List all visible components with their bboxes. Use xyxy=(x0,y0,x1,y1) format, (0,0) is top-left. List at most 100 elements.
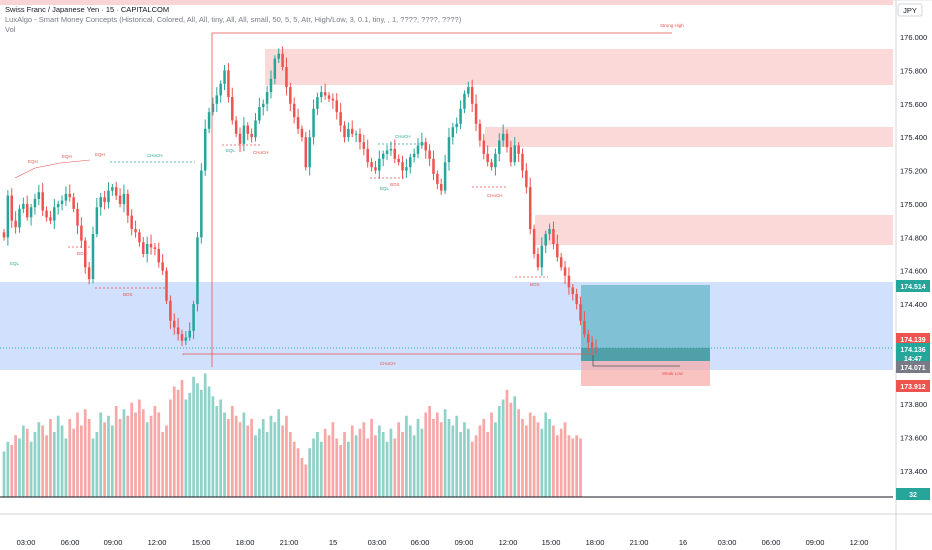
candle-body xyxy=(238,133,242,144)
candle-body xyxy=(370,162,373,168)
volume-bar xyxy=(29,441,33,497)
volume-bar xyxy=(281,425,284,497)
volume-bar xyxy=(199,389,203,497)
candle-body xyxy=(347,128,350,138)
volume-bar xyxy=(250,419,253,497)
candle-body xyxy=(45,210,48,218)
candle-body xyxy=(72,197,75,209)
candle-body xyxy=(196,237,199,305)
price-tick: 173.600 xyxy=(900,434,927,443)
choch-label: CHoCH xyxy=(253,150,269,155)
candle-body xyxy=(149,243,153,248)
candle-body xyxy=(339,112,342,126)
volume-bar xyxy=(416,419,420,497)
supply-zone xyxy=(265,49,893,85)
volume-bar xyxy=(288,432,292,497)
volume-bar xyxy=(87,419,91,497)
price-axis xyxy=(896,0,932,550)
candle-body xyxy=(401,162,404,171)
candle-body xyxy=(184,337,188,341)
price-tag-lower-bg xyxy=(896,361,930,373)
volume-bar xyxy=(141,409,145,497)
candle-body xyxy=(87,267,91,280)
volume-bar xyxy=(223,412,226,497)
volume-bar xyxy=(362,422,366,497)
volume-bar xyxy=(466,428,470,497)
candle-body xyxy=(231,97,234,121)
time-tick: 12:00 xyxy=(148,538,167,547)
candle-body xyxy=(64,193,68,201)
candle-body xyxy=(482,140,486,154)
volume-bar xyxy=(339,445,342,497)
volume-bar xyxy=(548,419,551,497)
volume-bar xyxy=(428,406,431,497)
candle-body xyxy=(397,158,400,163)
volume-bar xyxy=(401,432,404,497)
candle-body xyxy=(223,70,226,84)
candle-body xyxy=(242,125,246,144)
candle-body xyxy=(420,142,424,146)
candle-body xyxy=(192,304,195,331)
volume-bar xyxy=(494,422,497,497)
candle-body xyxy=(405,167,408,171)
candle-body xyxy=(180,334,184,341)
candle-body xyxy=(56,203,60,208)
volume-bar xyxy=(474,435,478,497)
volume-bar xyxy=(41,425,45,497)
price-tick: 175.200 xyxy=(900,167,927,176)
time-tick: 09:00 xyxy=(806,538,825,547)
candle-body xyxy=(385,150,389,154)
volume-bar xyxy=(169,399,172,497)
volume-bar xyxy=(521,419,524,497)
candle-body xyxy=(227,70,230,98)
candle-body xyxy=(14,220,17,228)
candle-body xyxy=(513,145,517,163)
weak-low-line xyxy=(592,355,680,367)
volume-label: Vol xyxy=(5,25,16,34)
candle-body xyxy=(6,195,10,238)
volume-bar xyxy=(490,412,493,497)
volume-bar xyxy=(118,419,122,497)
volume-bar xyxy=(277,409,281,497)
candle-body xyxy=(153,247,157,249)
candle-body xyxy=(467,87,470,94)
volume-bar xyxy=(254,435,257,497)
candle-body xyxy=(114,187,118,196)
eqh-label: EQH xyxy=(62,154,72,159)
volume-bar xyxy=(234,415,238,497)
volume-bar xyxy=(412,435,416,497)
candle-body xyxy=(172,320,176,328)
candle-body xyxy=(316,97,319,109)
volume-bar xyxy=(145,422,149,497)
price-tag-lower: 174.071 xyxy=(900,365,925,372)
candle-body xyxy=(83,240,87,268)
candle-body xyxy=(49,217,52,221)
time-tick: 03:00 xyxy=(718,538,737,547)
candle-body xyxy=(559,257,563,268)
candle-body xyxy=(203,128,207,171)
candle-body xyxy=(107,190,110,203)
weak-low-label: Weak Low xyxy=(662,371,684,376)
volume-bar xyxy=(56,415,60,497)
candle-body xyxy=(138,232,141,243)
volume-bar xyxy=(103,422,106,497)
candle-body xyxy=(486,153,489,163)
volume-bar xyxy=(157,412,161,497)
volume-bar xyxy=(18,438,21,497)
price-tick: 175.000 xyxy=(900,200,927,209)
time-tick: 16 xyxy=(679,538,687,547)
candle-body xyxy=(33,198,37,208)
volume-bar xyxy=(72,428,76,497)
volume-bar xyxy=(552,425,555,497)
volume-bar xyxy=(184,399,188,497)
candle-body xyxy=(41,192,44,211)
volume-bar xyxy=(374,435,377,497)
volume-bar xyxy=(269,415,273,497)
volume-bar xyxy=(196,383,199,497)
choch-label: CHoCH xyxy=(380,361,396,366)
volume-bar xyxy=(370,419,373,497)
time-tick: 06:00 xyxy=(411,538,430,547)
volume-bar xyxy=(285,415,288,497)
candle-body xyxy=(296,117,300,129)
